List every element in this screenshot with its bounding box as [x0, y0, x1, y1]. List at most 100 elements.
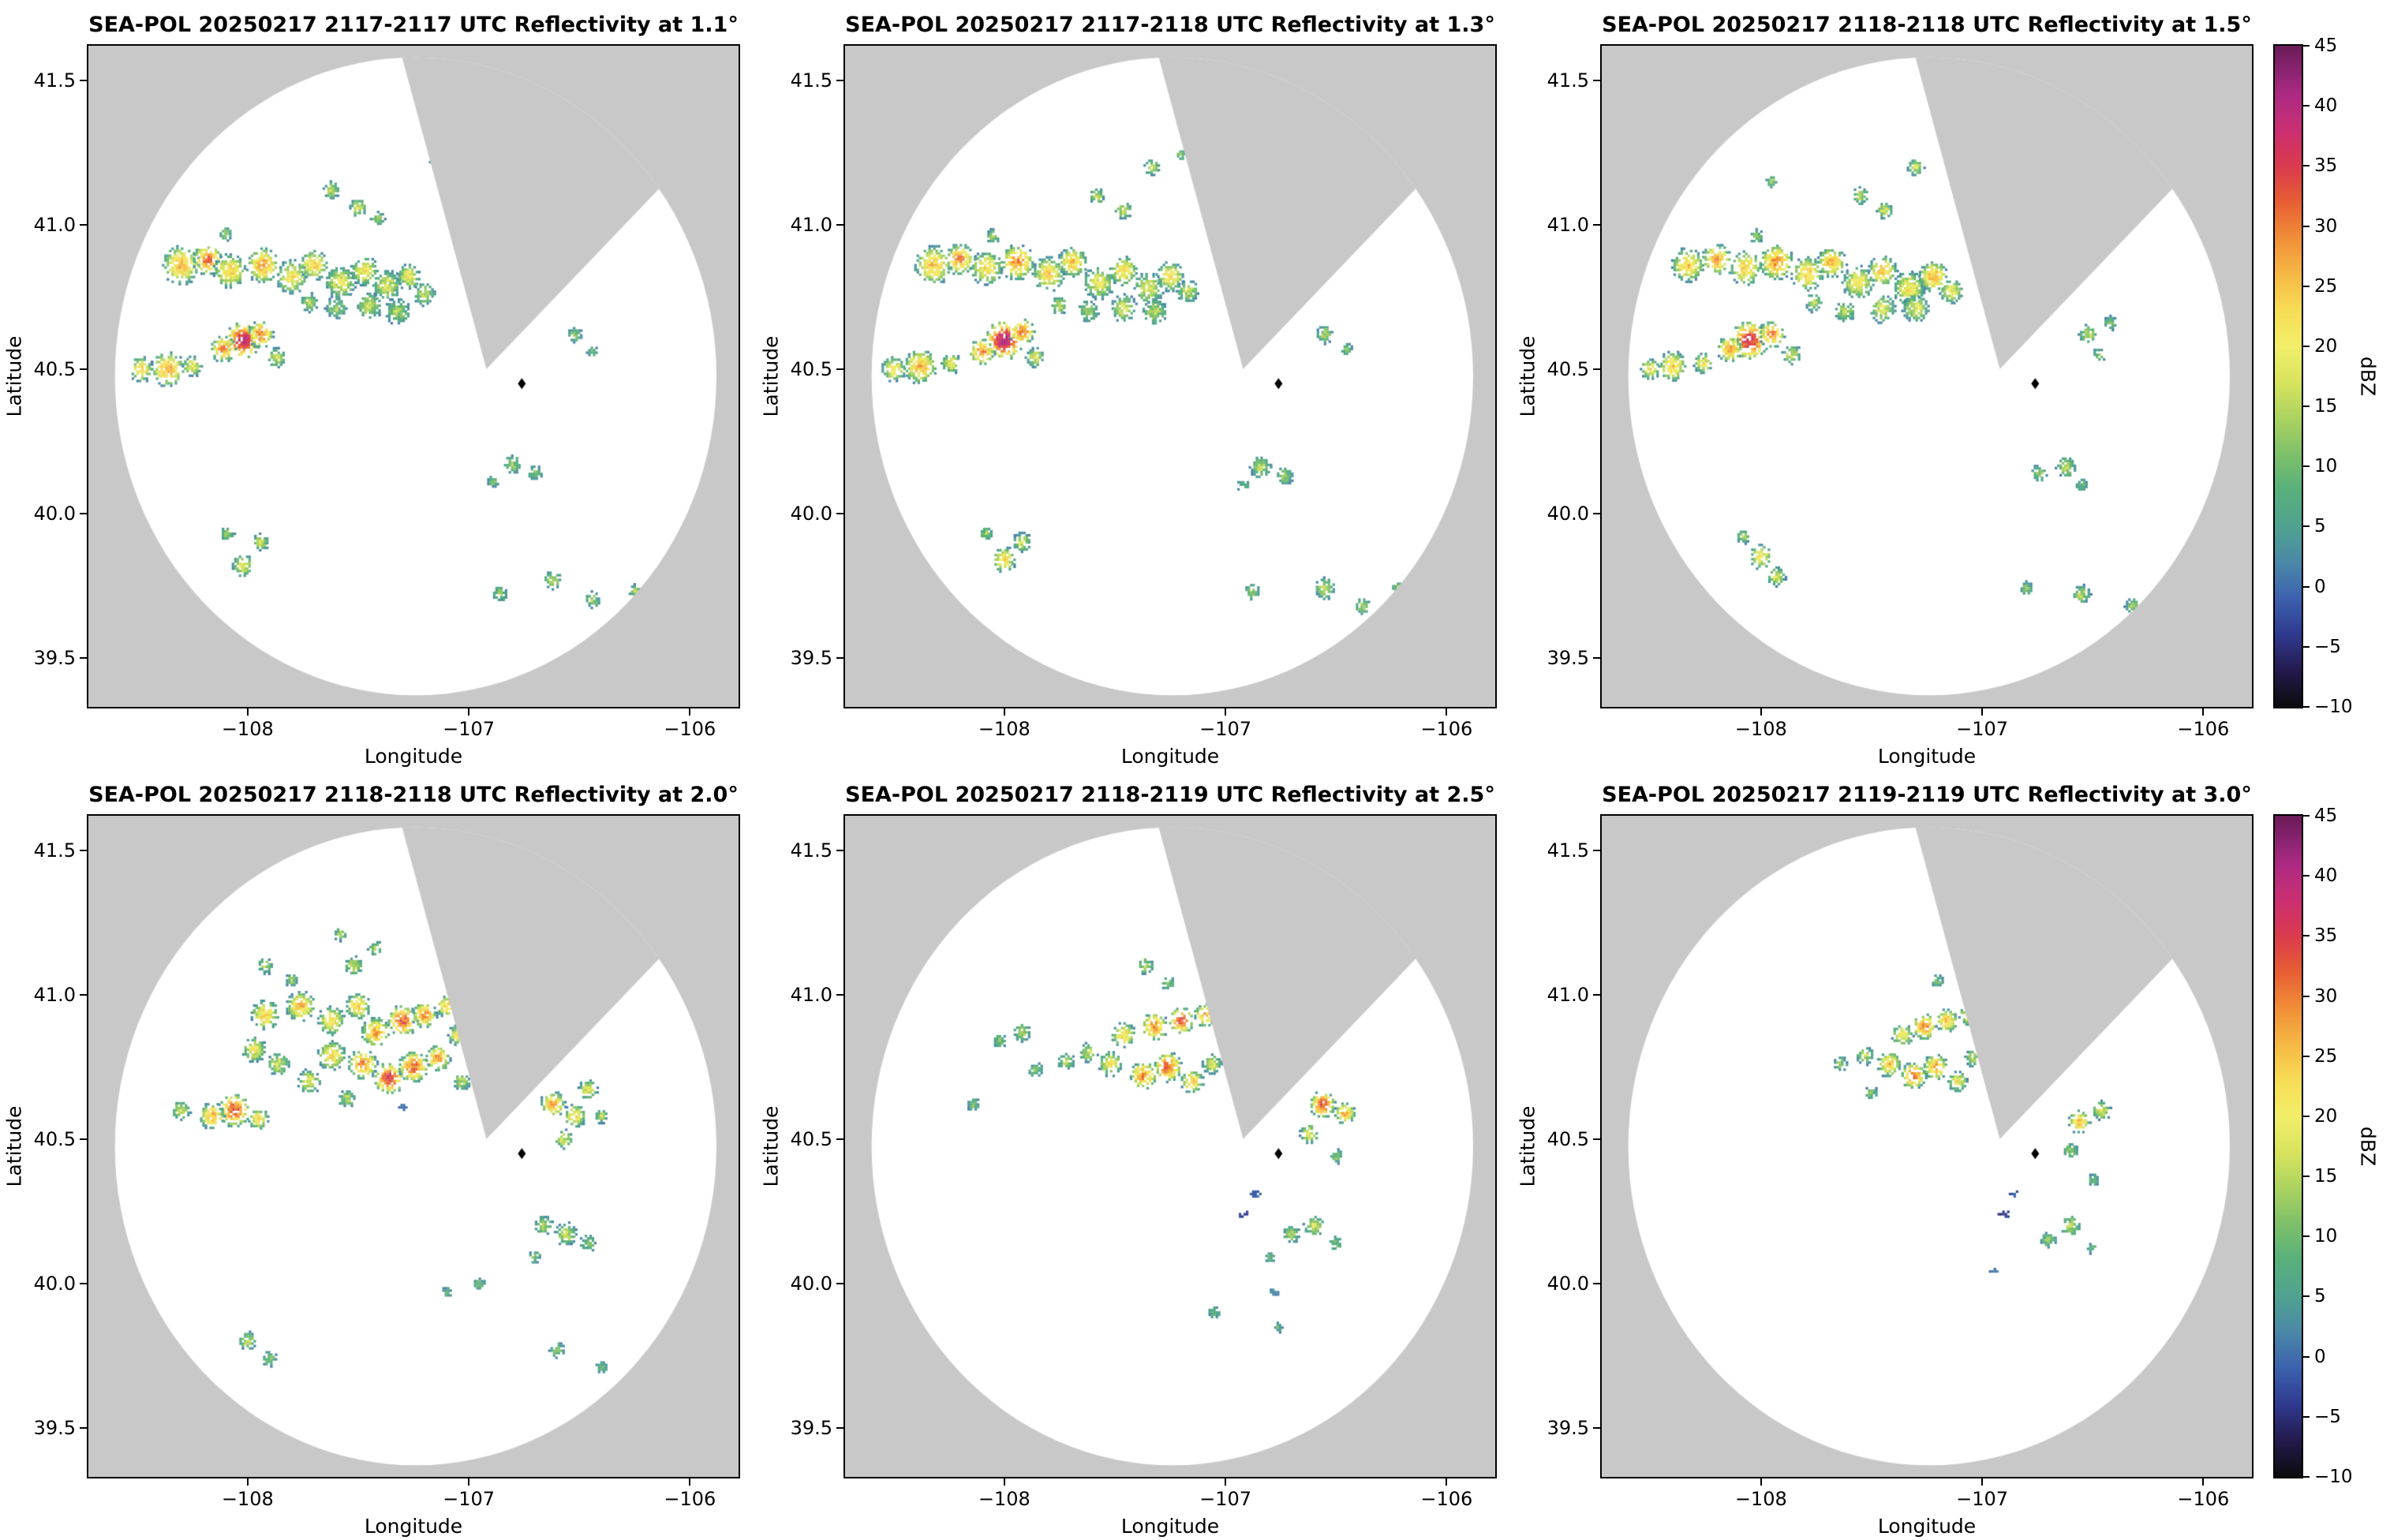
colorbar-tick-mark — [2303, 225, 2310, 227]
x-tick-label: −106 — [2177, 718, 2230, 740]
x-tick-mark — [468, 708, 470, 716]
y-tick-label: 41.0 — [790, 983, 832, 1006]
y-tick-label: 39.5 — [33, 646, 76, 669]
colorbar-tick-label: 20 — [2314, 335, 2338, 357]
colorbar-tick-label: 30 — [2314, 215, 2338, 237]
y-tick-label: 41.0 — [1547, 213, 1589, 236]
x-tick-label: −107 — [443, 1488, 496, 1510]
x-axis-label: Longitude — [1877, 1515, 1977, 1538]
colorbar-tick-label: 40 — [2314, 95, 2338, 117]
x-tick-mark — [1225, 708, 1227, 716]
colorbar-label: dBZ — [2356, 356, 2380, 397]
x-tick-label: −106 — [1420, 718, 1473, 740]
y-tick-mark — [1593, 993, 1600, 996]
x-tick-mark — [1003, 1478, 1005, 1486]
x-tick-label: −108 — [1734, 718, 1787, 740]
panel-title: SEA-POL 20250217 2117-2118 UTC Reflectiv… — [845, 13, 1495, 37]
y-tick-mark — [836, 368, 843, 370]
radar-plot-canvas — [843, 814, 1497, 1478]
colorbar-tick-label: 15 — [2314, 1166, 2338, 1187]
x-tick-label: −106 — [664, 1488, 716, 1510]
y-tick-label: 40.5 — [1547, 357, 1589, 380]
colorbar-tick-mark — [2303, 1235, 2310, 1238]
colorbar-tick-label: 0 — [2314, 1346, 2326, 1367]
colorbar-tick-mark — [2303, 1476, 2310, 1478]
y-tick-mark — [1593, 79, 1600, 81]
radar-panel: SEA-POL 20250217 2118-2118 UTC Reflectiv… — [0, 770, 757, 1540]
x-tick-label: −107 — [1199, 718, 1252, 740]
colorbar-tick-label: 35 — [2314, 155, 2338, 177]
y-tick-mark — [1593, 223, 1600, 226]
x-tick-label: −106 — [664, 718, 716, 740]
plot-area: Latitude Longitude −108 −107 −106 39.5 40.0 4… — [760, 814, 1497, 1538]
colorbar-tick-label: 10 — [2314, 456, 2338, 477]
y-tick-mark — [80, 656, 87, 659]
y-tick-label: 41.5 — [33, 69, 76, 92]
colorbar-tick-label: 25 — [2314, 1045, 2338, 1067]
colorbar-tick-mark — [2303, 45, 2310, 47]
colorbar-tick-label: −10 — [2314, 1467, 2353, 1487]
x-tick-mark — [1446, 708, 1448, 716]
x-tick-mark — [246, 1478, 249, 1486]
x-axis-label: Longitude — [1120, 1515, 1220, 1538]
y-tick-mark — [1593, 1426, 1600, 1429]
colorbar-tick-label: 45 — [2314, 806, 2338, 826]
colorbar-tick-label: −10 — [2314, 697, 2353, 717]
plot-area: Latitude Longitude −108 −107 −106 39.5 40.0 4… — [760, 44, 1497, 768]
y-tick-label: 40.0 — [790, 502, 832, 525]
x-tick-label: −108 — [978, 718, 1030, 740]
y-tick-label: 40.5 — [1547, 1127, 1589, 1150]
y-tick-mark — [80, 79, 87, 81]
colorbar-tick-label: 5 — [2314, 516, 2326, 537]
radar-plot-canvas — [1600, 44, 2254, 708]
y-tick-label: 40.0 — [1547, 1272, 1589, 1295]
y-tick-label: 39.5 — [790, 1416, 832, 1439]
x-tick-mark — [1760, 708, 1762, 716]
colorbar-tick-mark — [2303, 105, 2310, 107]
y-tick-mark — [836, 223, 843, 226]
y-tick-mark — [80, 1282, 87, 1284]
y-tick-mark — [80, 849, 87, 851]
plot-area: Latitude Longitude −108 −107 −106 39.5 40.0 4… — [3, 44, 740, 768]
x-tick-mark — [1981, 1478, 1984, 1486]
y-tick-mark — [80, 1138, 87, 1140]
y-tick-label: 39.5 — [790, 646, 832, 669]
x-tick-mark — [1225, 1478, 1227, 1486]
colorbar-tick-mark — [2303, 706, 2310, 708]
y-tick-label: 41.0 — [33, 983, 76, 1006]
y-tick-label: 41.0 — [1547, 983, 1589, 1006]
y-tick-label: 41.5 — [790, 69, 832, 92]
x-tick-mark — [1446, 1478, 1448, 1486]
x-tick-mark — [689, 708, 691, 716]
colorbar-tick-label: 10 — [2314, 1226, 2338, 1247]
y-tick-mark — [80, 368, 87, 370]
x-tick-mark — [1760, 1478, 1762, 1486]
y-tick-mark — [836, 79, 843, 81]
y-tick-mark — [80, 512, 87, 514]
colorbar-tick-label: 0 — [2314, 576, 2326, 597]
y-tick-mark — [836, 849, 843, 851]
radar-panel: SEA-POL 20250217 2117-2118 UTC Reflectiv… — [757, 0, 1513, 770]
y-tick-label: 41.0 — [790, 213, 832, 236]
x-axis-label: Longitude — [364, 745, 463, 768]
x-tick-label: −108 — [221, 1488, 274, 1510]
y-tick-mark — [1593, 656, 1600, 659]
x-tick-label: −107 — [1199, 1488, 1252, 1510]
colorbar-tick-mark — [2303, 815, 2310, 817]
plot-area: Latitude Longitude −108 −107 −106 39.5 40.0 4… — [1517, 814, 2254, 1538]
radar-plot-canvas — [87, 814, 740, 1478]
y-tick-label: 40.5 — [790, 1127, 832, 1150]
colorbar-tick-label: 25 — [2314, 275, 2338, 297]
y-tick-mark — [836, 512, 843, 514]
x-tick-mark — [1981, 708, 1984, 716]
colorbar-tick-label: 45 — [2314, 36, 2338, 56]
y-tick-label: 40.0 — [33, 1272, 76, 1295]
colorbar-tick-label: 30 — [2314, 985, 2338, 1007]
panel-title: SEA-POL 20250217 2119-2119 UTC Reflectiv… — [1602, 783, 2252, 807]
x-tick-mark — [689, 1478, 691, 1486]
y-tick-label: 41.5 — [33, 839, 76, 862]
y-tick-label: 41.5 — [790, 839, 832, 862]
colorbar-tick-mark — [2303, 585, 2310, 588]
